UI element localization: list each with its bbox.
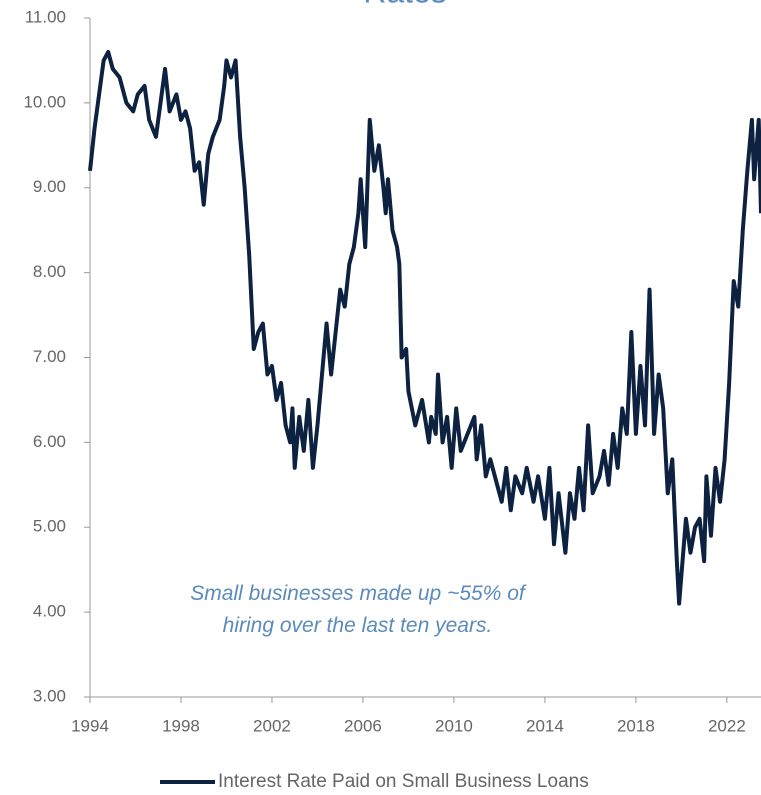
legend-label: Interest Rate Paid on Small Business Loa… [218, 771, 589, 792]
chart-title: Rates [363, 0, 447, 9]
x-tick-label: 1998 [162, 716, 200, 735]
x-tick-label: 2006 [344, 716, 382, 735]
x-tick-label: 2002 [253, 716, 291, 735]
y-tick-label: 10.00 [23, 92, 66, 111]
y-tick-label: 5.00 [33, 517, 66, 536]
y-tick-label: 6.00 [33, 432, 66, 451]
x-tick-label: 2018 [617, 716, 655, 735]
x-tick-label: 2010 [435, 716, 473, 735]
series-line [88, 49, 761, 606]
annotation: Small businesses made up ~55% of hiring … [190, 582, 525, 637]
y-tick-label: 11.00 [25, 7, 66, 26]
y-tick-label: 7.00 [33, 347, 66, 366]
y-tick-label: 3.00 [33, 686, 66, 705]
x-tick-label: 2022 [708, 716, 746, 735]
y-tick-label: 4.00 [33, 602, 66, 621]
x-tick-label: 1994 [71, 716, 109, 735]
x-tick-label: 2014 [526, 716, 564, 735]
y-tick-label: 8.00 [33, 262, 66, 281]
y-tick-label: 9.00 [33, 177, 66, 196]
